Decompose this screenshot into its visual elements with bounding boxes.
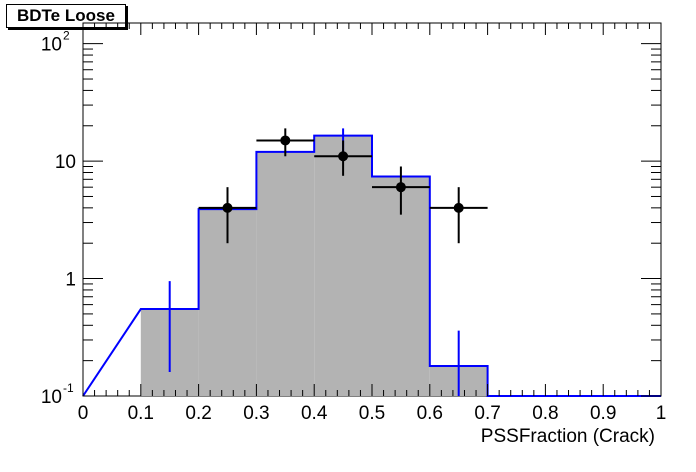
data-point-3 <box>372 166 430 215</box>
y-tick-label: 10 2 <box>41 29 70 56</box>
data-point-marker <box>453 202 464 213</box>
data-point-marker <box>338 151 349 162</box>
x-tick-label: 0.7 <box>474 403 500 424</box>
data-point-marker <box>395 182 406 193</box>
data-point-4 <box>429 187 488 244</box>
x-tick-label: 1 <box>656 403 667 424</box>
x-axis-title: PSSFraction (Crack) <box>481 426 655 447</box>
y-tick-label-base: 1 <box>65 270 76 291</box>
data-point-2 <box>314 140 372 176</box>
y-tick-label: 1 <box>65 270 76 291</box>
chart-title: BDTe Loose <box>6 4 126 28</box>
data-point-marker <box>280 135 291 146</box>
histogram-bar-3 <box>314 135 372 396</box>
y-tick-label-exponent: 2 <box>63 29 70 43</box>
y-tick-label-base: 10 <box>41 387 62 408</box>
data-point-marker <box>222 202 233 213</box>
x-tick-label: 0.9 <box>590 403 616 424</box>
x-tick-label: 0.5 <box>359 403 385 424</box>
y-tick-label-base: 10 <box>41 35 62 56</box>
x-tick-label: 0.2 <box>185 403 211 424</box>
y-tick-label-base: 10 <box>55 152 76 173</box>
x-tick-label: 0.1 <box>128 403 154 424</box>
histogram-outline <box>82 134 661 397</box>
y-tick-label-exponent: -1 <box>63 381 74 395</box>
y-tick-label: 10 -1 <box>41 381 74 408</box>
x-tick-label: 0.6 <box>417 403 443 424</box>
data-point-1 <box>256 128 315 157</box>
y-tick-label: 10 <box>55 152 76 173</box>
x-tick-label: 0.4 <box>301 403 328 424</box>
x-tick-label: 0.3 <box>243 403 269 424</box>
x-tick-label: 0 <box>78 403 89 424</box>
data-point-0 <box>198 187 257 244</box>
x-tick-label: 0.8 <box>532 403 558 424</box>
histogram-bar-2 <box>256 151 315 396</box>
